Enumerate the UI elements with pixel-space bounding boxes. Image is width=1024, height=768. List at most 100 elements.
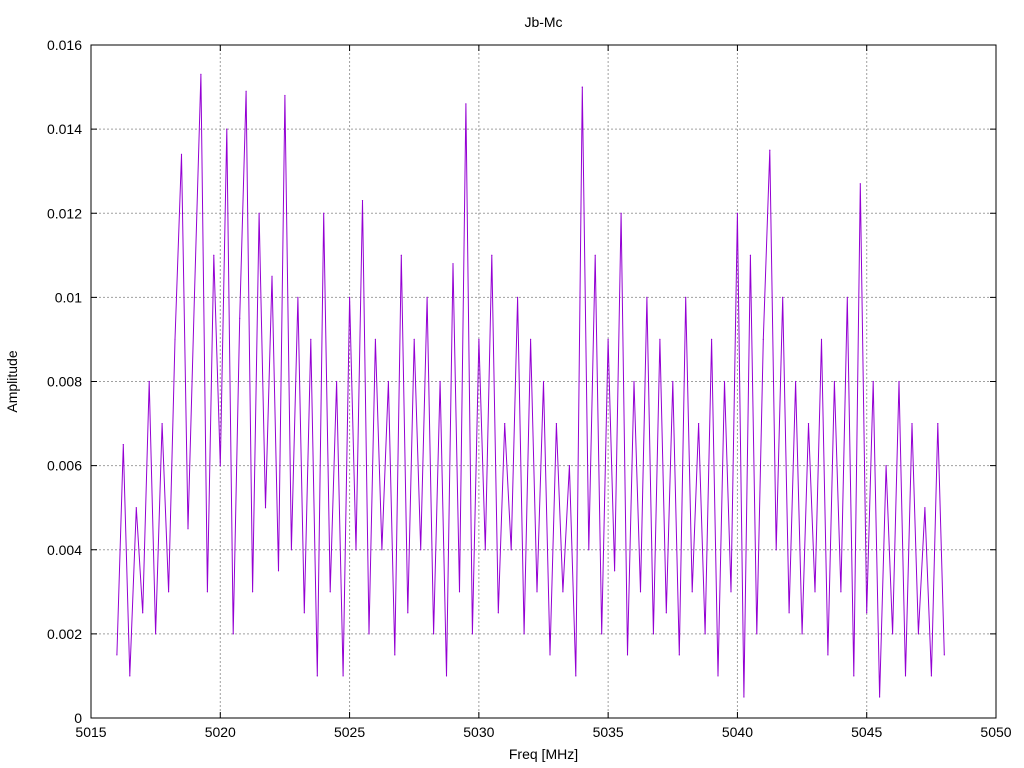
data-point — [866, 612, 868, 614]
data-point — [820, 338, 823, 340]
y-tick-label: 0.016 — [47, 37, 82, 53]
x-tick-label: 5020 — [205, 724, 236, 740]
data-point — [917, 633, 920, 635]
data-point — [678, 654, 680, 656]
data-point — [116, 654, 118, 656]
data-point — [329, 591, 331, 593]
x-tick-label: 5025 — [334, 724, 365, 740]
data-point — [458, 591, 461, 593]
data-point — [517, 296, 519, 298]
data-point — [258, 212, 260, 214]
data-point — [562, 591, 564, 593]
data-point — [924, 507, 926, 509]
y-tick-label: 0.012 — [47, 205, 82, 221]
data-point — [361, 200, 364, 202]
data-point — [749, 254, 752, 256]
data-point — [420, 549, 422, 551]
data-point — [277, 570, 280, 572]
chart-title: Jb-Mc — [524, 14, 562, 30]
x-axis-label: Freq [MHz] — [509, 746, 578, 762]
x-tick-labels: 5015 5020 5025 5030 5035 5040 5045 5050 — [75, 724, 1011, 740]
data-point — [465, 103, 467, 105]
data-point — [879, 696, 881, 698]
data-point — [407, 612, 409, 614]
data-point — [827, 654, 829, 656]
data-point — [394, 654, 396, 656]
data-point — [730, 591, 732, 593]
data-point — [859, 183, 861, 185]
data-point — [232, 633, 234, 635]
data-point — [743, 696, 745, 698]
data-point — [937, 423, 939, 425]
data-point — [575, 675, 577, 677]
data-point — [433, 633, 435, 635]
data-point — [536, 591, 538, 593]
data-point — [723, 380, 726, 383]
data-point — [504, 423, 506, 425]
data-point — [581, 86, 583, 88]
data-point — [206, 591, 208, 593]
data-point — [510, 549, 512, 551]
data-point — [639, 591, 642, 593]
x-tick-label: 5050 — [980, 724, 1011, 740]
data-point — [614, 570, 616, 572]
data-point — [478, 338, 480, 340]
data-point — [271, 275, 273, 277]
data-point — [736, 212, 739, 214]
data-point — [168, 591, 170, 593]
data-point — [672, 380, 674, 383]
data-point — [193, 296, 195, 298]
data-point — [898, 380, 900, 383]
data-point — [245, 90, 247, 92]
data-point — [756, 633, 758, 635]
data-point — [885, 465, 887, 467]
y-tick-label: 0.006 — [47, 458, 82, 474]
data-point — [445, 675, 448, 677]
data-point — [355, 549, 357, 551]
ticks — [90, 44, 997, 719]
data-point — [588, 549, 590, 551]
data-point — [788, 612, 790, 614]
data-point — [374, 338, 376, 340]
data-point — [846, 296, 848, 298]
y-tick-label: 0.002 — [47, 626, 82, 642]
data-point — [426, 296, 428, 298]
data-point — [691, 591, 693, 593]
data-point — [607, 338, 609, 340]
data-point — [814, 591, 816, 593]
data-point — [769, 149, 771, 151]
data-point — [568, 465, 571, 467]
data-point — [807, 423, 810, 425]
data-point — [148, 380, 150, 383]
data-point — [698, 423, 700, 425]
data-point — [892, 633, 894, 635]
data-point — [943, 654, 945, 656]
data-point — [310, 338, 312, 340]
x-tick-label: 5045 — [851, 724, 882, 740]
data-point — [368, 633, 370, 635]
y-tick-label: 0 — [74, 710, 82, 726]
data-point — [542, 380, 545, 383]
data-point — [323, 212, 325, 214]
data-point — [303, 612, 305, 614]
data-point — [620, 212, 622, 214]
data-point — [142, 612, 144, 614]
data-point — [484, 549, 486, 551]
y-tick-label: 0.01 — [55, 289, 82, 305]
data-point — [665, 612, 667, 614]
data-point — [775, 549, 777, 551]
data-point — [833, 380, 836, 383]
data-point — [129, 675, 131, 677]
data-point — [400, 254, 402, 256]
data-layer — [116, 73, 945, 698]
x-tick-label: 5035 — [593, 724, 624, 740]
data-point — [646, 296, 648, 298]
data-point — [381, 549, 383, 551]
data-point — [711, 338, 713, 340]
data-point — [413, 338, 415, 340]
data-point — [594, 254, 596, 256]
data-point — [336, 380, 338, 383]
data-point — [782, 296, 784, 298]
data-point — [439, 380, 441, 383]
data-point — [904, 675, 907, 677]
